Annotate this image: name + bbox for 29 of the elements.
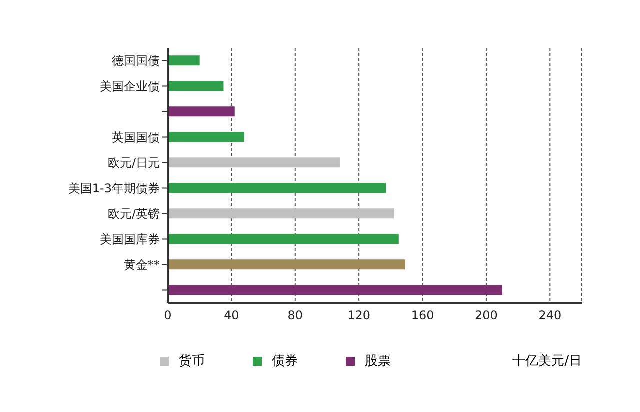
x-tick-label: 160	[411, 308, 434, 323]
bar	[168, 56, 200, 66]
legend-label: 货币	[179, 353, 205, 370]
y-tick-label: 欧元/英镑	[108, 207, 160, 222]
x-tick-label: 40	[224, 308, 240, 323]
bar	[168, 183, 386, 194]
bar	[168, 81, 224, 92]
legend-label: 债券	[272, 353, 298, 370]
x-tick-label: 120	[348, 308, 371, 323]
x-tick-label: 80	[288, 308, 304, 323]
bar	[168, 260, 406, 270]
y-tick-label: 英国国债	[112, 130, 160, 145]
y-tick-label: 黄金**	[124, 258, 160, 272]
y-tick-label: 美国1-3年期债券	[68, 182, 160, 196]
y-tick-label: 欧元/日元	[108, 156, 160, 170]
bar	[168, 208, 394, 219]
bar	[168, 158, 340, 168]
x-tick-label: 240	[538, 308, 562, 323]
y-tick-label: 美国企业债	[100, 80, 160, 94]
bar	[168, 106, 235, 117]
bar	[168, 285, 502, 296]
y-tick-label: 德国国债	[112, 54, 160, 68]
x-tick-label: 0	[164, 308, 172, 323]
y-tick-label: 美国国库券	[100, 232, 160, 247]
legend-label: 股票	[365, 353, 391, 370]
bar	[168, 132, 244, 142]
bar	[168, 234, 399, 244]
x-tick-label: 200	[475, 308, 498, 323]
x-axis-title: 十亿美元/日	[512, 353, 582, 370]
